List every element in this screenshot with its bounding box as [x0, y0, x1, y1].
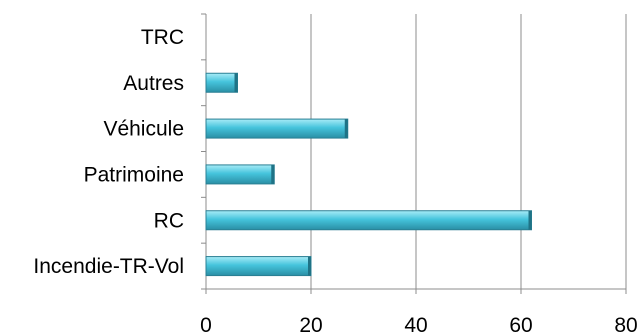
category-label-patrimoine: Patrimoine — [84, 163, 184, 186]
bar-rc — [205, 210, 532, 231]
category-label-v-hicule: Véhicule — [103, 118, 184, 141]
bar-patrimoine — [205, 164, 275, 185]
axes — [201, 13, 627, 294]
category-label-trc: TRC — [141, 26, 184, 49]
x-tick-label-0: 0 — [200, 314, 212, 336]
category-label-autres: Autres — [123, 72, 184, 95]
bar-incendie-tr-vol — [205, 256, 312, 277]
bar-autres — [205, 72, 238, 93]
x-tick-label-20: 20 — [299, 314, 322, 336]
bar-end-incendie-tr-vol — [308, 256, 311, 276]
category-label-incendie-tr-vol: Incendie-TR-Vol — [33, 255, 184, 278]
bar-end-autres — [234, 73, 238, 93]
x-tick-labels: 0 20 40 60 80 — [200, 314, 638, 336]
x-tick-label-40: 40 — [404, 314, 427, 336]
x-tick-label-80: 80 — [614, 314, 637, 336]
bars — [205, 72, 532, 277]
category-labels: Incendie-TR-Vol RC Patrimoine Véhicule Autre… — [33, 26, 184, 278]
bar-end-rc — [528, 210, 532, 230]
bar-v-hicule — [205, 118, 349, 139]
gridlines — [310, 14, 627, 289]
x-tick-label-60: 60 — [509, 314, 532, 336]
bar-end-v-hicule — [344, 119, 348, 139]
category-label-rc: RC — [154, 209, 184, 232]
bar-end-patrimoine — [271, 164, 275, 184]
